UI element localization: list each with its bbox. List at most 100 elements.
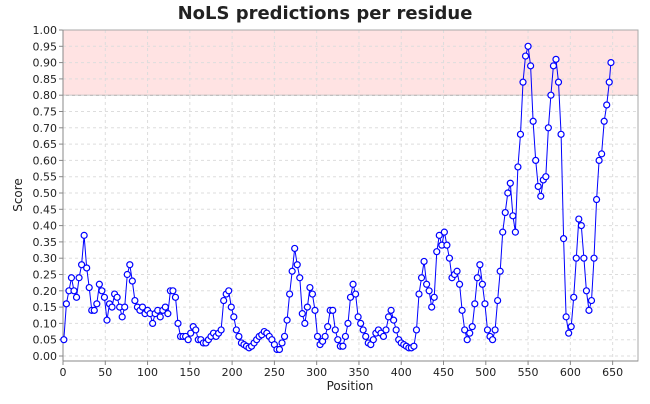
data-point <box>547 91 555 99</box>
x-tick-label: 150 <box>179 366 200 379</box>
x-tick-label: 600 <box>560 366 581 379</box>
data-point <box>351 290 360 298</box>
data-point <box>384 313 393 321</box>
data-point <box>382 326 390 334</box>
data-point <box>501 208 509 217</box>
data-point <box>415 290 423 298</box>
data-point <box>72 293 81 301</box>
data-point <box>192 326 200 334</box>
data-point <box>349 280 357 288</box>
data-point <box>230 313 238 321</box>
data-point <box>529 117 537 125</box>
y-tick-label: 0.20 <box>33 285 58 298</box>
data-point <box>607 58 615 67</box>
data-point <box>453 267 461 275</box>
data-point <box>93 300 101 308</box>
data-point <box>565 329 573 337</box>
data-point <box>577 222 585 230</box>
y-tick-label: 0.50 <box>33 187 58 200</box>
data-point <box>235 332 243 341</box>
data-point <box>126 261 134 269</box>
data-point <box>131 296 139 305</box>
data-point <box>354 313 362 321</box>
data-point <box>468 323 476 331</box>
data-point <box>286 290 294 298</box>
y-tick-label: 1.00 <box>33 24 58 37</box>
data-point <box>275 345 284 354</box>
data-point <box>504 189 512 197</box>
data-point <box>521 52 530 60</box>
x-tick-label: 400 <box>391 366 412 379</box>
data-point <box>232 326 240 334</box>
data-point <box>527 62 535 70</box>
data-point <box>499 228 507 236</box>
data-point <box>278 339 286 347</box>
data-point <box>598 150 606 158</box>
data-point <box>121 303 129 311</box>
x-tick-label: 250 <box>264 366 285 379</box>
data-point <box>423 280 431 288</box>
y-tick-label: 0.55 <box>33 171 58 184</box>
data-point <box>227 303 235 311</box>
data-point <box>542 173 550 181</box>
data-point <box>433 248 441 256</box>
data-point <box>75 274 83 282</box>
y-tick-label: 0.85 <box>33 73 58 86</box>
data-point <box>458 306 466 314</box>
data-point <box>488 336 497 344</box>
data-point <box>481 300 489 308</box>
y-tick-label: 0.70 <box>33 122 58 135</box>
data-point <box>605 78 613 86</box>
y-tick-label: 0.40 <box>33 220 58 233</box>
data-point <box>600 117 608 125</box>
x-tick-label: 350 <box>348 366 369 379</box>
data-point <box>164 310 172 318</box>
data-point <box>100 293 109 301</box>
data-point <box>582 287 591 295</box>
x-tick-label: 500 <box>475 366 496 379</box>
data-point <box>174 319 182 327</box>
data-point <box>220 296 228 305</box>
data-point <box>519 78 527 86</box>
x-tick-label: 450 <box>433 366 454 379</box>
data-point <box>329 306 337 314</box>
data-point <box>387 306 395 314</box>
data-point <box>311 306 319 314</box>
data-point <box>428 303 436 311</box>
data-point <box>491 326 499 334</box>
data-point <box>80 231 88 239</box>
data-point <box>587 296 596 305</box>
x-tick-label: 650 <box>602 366 623 379</box>
data-point <box>288 267 296 275</box>
data-point <box>357 319 365 327</box>
data-point <box>473 274 481 282</box>
data-point <box>98 287 106 295</box>
data-point <box>184 336 192 344</box>
data-point <box>496 267 504 275</box>
data-point <box>417 274 426 282</box>
data-point <box>171 293 180 301</box>
data-point <box>412 326 421 334</box>
data-point <box>78 261 86 269</box>
y-tick-label: 0.35 <box>33 236 58 249</box>
data-point <box>595 156 603 164</box>
data-point <box>455 280 464 288</box>
y-tick-label: 0.75 <box>33 106 58 119</box>
data-point <box>410 342 418 350</box>
data-point <box>283 316 291 324</box>
data-point <box>572 254 580 262</box>
x-tick-label: 200 <box>222 366 243 379</box>
data-point <box>334 336 342 344</box>
x-axis-label: Position <box>327 379 374 393</box>
x-tick-label: 50 <box>98 366 112 379</box>
y-tick-label: 0.00 <box>33 350 58 363</box>
data-point <box>603 101 611 109</box>
data-point <box>113 293 121 301</box>
data-point <box>544 124 552 132</box>
y-tick-label: 0.15 <box>33 301 58 314</box>
data-point <box>128 277 136 285</box>
axes: 0.00 0.05 0.10 0.15 0.20 0.25 0.30 0.35 0.40 0.45… <box>33 24 639 379</box>
data-point <box>585 306 593 314</box>
data-point <box>123 270 131 279</box>
data-point <box>463 336 471 344</box>
